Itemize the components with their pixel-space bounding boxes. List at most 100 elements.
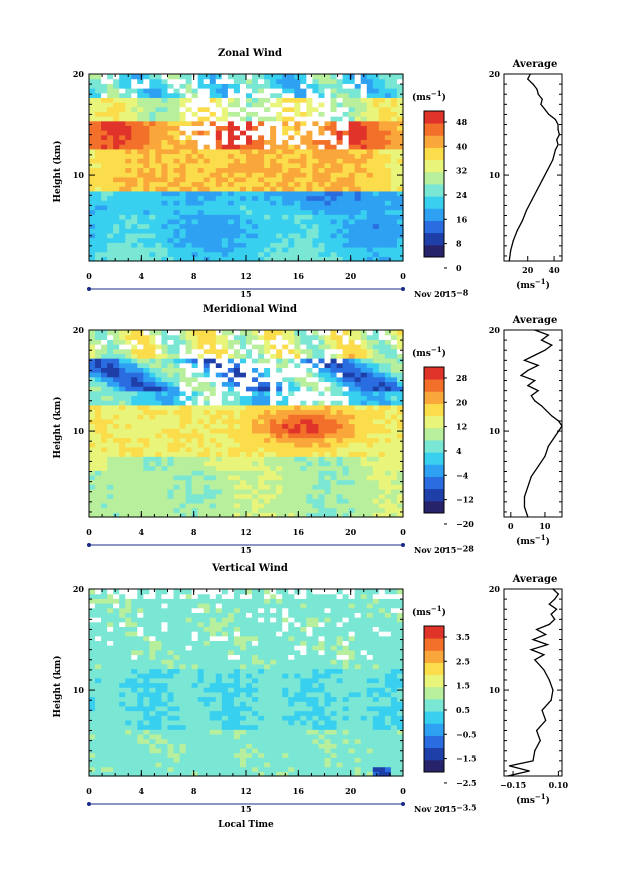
heatmap-cell <box>155 172 163 178</box>
heatmap-cell <box>252 456 259 462</box>
heatmap-cell <box>306 376 314 383</box>
heatmap-cell <box>167 390 175 397</box>
heatmap-cell <box>366 470 374 476</box>
heatmap-cell <box>119 621 126 627</box>
heatmap-cell <box>342 200 350 206</box>
heatmap-cell <box>330 251 338 257</box>
heatmap-cell <box>209 418 217 425</box>
heatmap-cell <box>384 125 392 131</box>
heatmap-cell <box>276 228 283 234</box>
heatmap-cell <box>161 190 169 197</box>
heatmap-cell <box>246 376 253 383</box>
heatmap-cell <box>227 195 235 201</box>
heatmap-cell <box>258 130 265 136</box>
heatmap-cell <box>342 498 350 504</box>
heatmap-cell <box>215 92 223 98</box>
heatmap-cell <box>95 687 102 693</box>
heatmap-cell <box>336 493 344 499</box>
heatmap-cell <box>324 479 332 485</box>
heatmap-cell <box>348 130 356 136</box>
heatmap-cell <box>336 83 344 89</box>
heatmap-cell <box>252 153 259 159</box>
heatmap-cell <box>264 460 271 467</box>
heatmap-cell <box>384 74 392 80</box>
heatmap-cell <box>137 612 144 618</box>
heatmap-cell <box>131 190 138 197</box>
heatmap-cell <box>95 204 102 211</box>
heatmap-cell <box>107 116 114 122</box>
heatmap-cell <box>324 465 332 471</box>
heatmap-cell <box>95 598 102 604</box>
heatmap-cell <box>282 200 289 206</box>
heatmap-cell <box>246 83 253 89</box>
heatmap-cell <box>149 116 157 122</box>
heatmap-cell <box>95 705 102 712</box>
heatmap-cell <box>173 334 181 340</box>
heatmap-cell <box>101 97 108 103</box>
heatmap-cell <box>167 446 175 453</box>
heatmap-cell <box>282 507 289 513</box>
heatmap-cell <box>119 386 126 392</box>
heatmap-cell <box>131 484 138 490</box>
heatmap-cell <box>360 367 368 373</box>
heatmap-cell <box>227 442 235 448</box>
profile-x-tick-label: 40 <box>549 265 561 275</box>
heatmap-cell <box>354 153 362 159</box>
heatmap-cell <box>258 414 265 420</box>
heatmap-cell <box>107 649 114 656</box>
heatmap-cell <box>396 400 404 406</box>
heatmap-cell <box>101 715 108 721</box>
heatmap-cell <box>390 83 398 89</box>
heatmap-cell <box>137 474 144 481</box>
heatmap-cell <box>137 451 144 457</box>
heatmap-cell <box>89 446 96 453</box>
heatmap-cell <box>149 186 157 192</box>
heatmap-cell <box>294 330 301 336</box>
heatmap-cell <box>282 414 289 420</box>
heatmap-cell <box>336 362 344 368</box>
heatmap-cell <box>233 232 241 239</box>
heatmap-cell <box>306 446 314 453</box>
heatmap-cell <box>366 507 374 513</box>
heatmap-cell <box>330 353 338 359</box>
heatmap-cell <box>113 83 120 89</box>
heatmap-cell <box>131 507 138 513</box>
heatmap-cell <box>119 200 126 206</box>
heatmap-cell <box>215 218 223 225</box>
heatmap-cell <box>372 134 380 141</box>
heatmap-cell <box>372 144 380 150</box>
heatmap-cell <box>161 390 169 397</box>
heatmap-cell <box>179 232 187 239</box>
heatmap-cell <box>89 418 96 425</box>
heatmap-cell <box>197 139 205 145</box>
heatmap-cell <box>89 677 96 684</box>
heatmap-cell <box>215 148 223 155</box>
heatmap-cell <box>125 223 132 229</box>
heatmap-cell <box>95 404 102 411</box>
heatmap-cell <box>239 353 247 359</box>
heatmap-cell <box>252 498 259 504</box>
heatmap-cell <box>167 74 175 80</box>
heatmap-cell <box>215 181 223 187</box>
heatmap-cell <box>336 451 344 457</box>
heatmap-cell <box>264 237 271 243</box>
heatmap-cell <box>89 97 96 103</box>
heatmap-cell <box>137 621 144 627</box>
heatmap-cell <box>246 498 253 504</box>
heatmap-cell <box>300 106 307 112</box>
heatmap-cell <box>270 214 277 220</box>
heatmap-cell <box>324 130 332 136</box>
heatmap-cell <box>107 395 114 401</box>
heatmap-cell <box>125 237 132 243</box>
heatmap-cell <box>342 376 350 383</box>
profile-point <box>557 128 559 131</box>
heatmap-cell <box>312 344 320 350</box>
heatmap-cell <box>294 484 301 490</box>
heatmap-cell <box>360 460 368 467</box>
heatmap-cell <box>246 404 253 411</box>
heatmap-cell <box>396 395 404 401</box>
heatmap-cell <box>342 395 350 401</box>
heatmap-cell <box>203 409 211 415</box>
heatmap-cell <box>378 446 386 453</box>
heatmap-cell <box>366 228 374 234</box>
